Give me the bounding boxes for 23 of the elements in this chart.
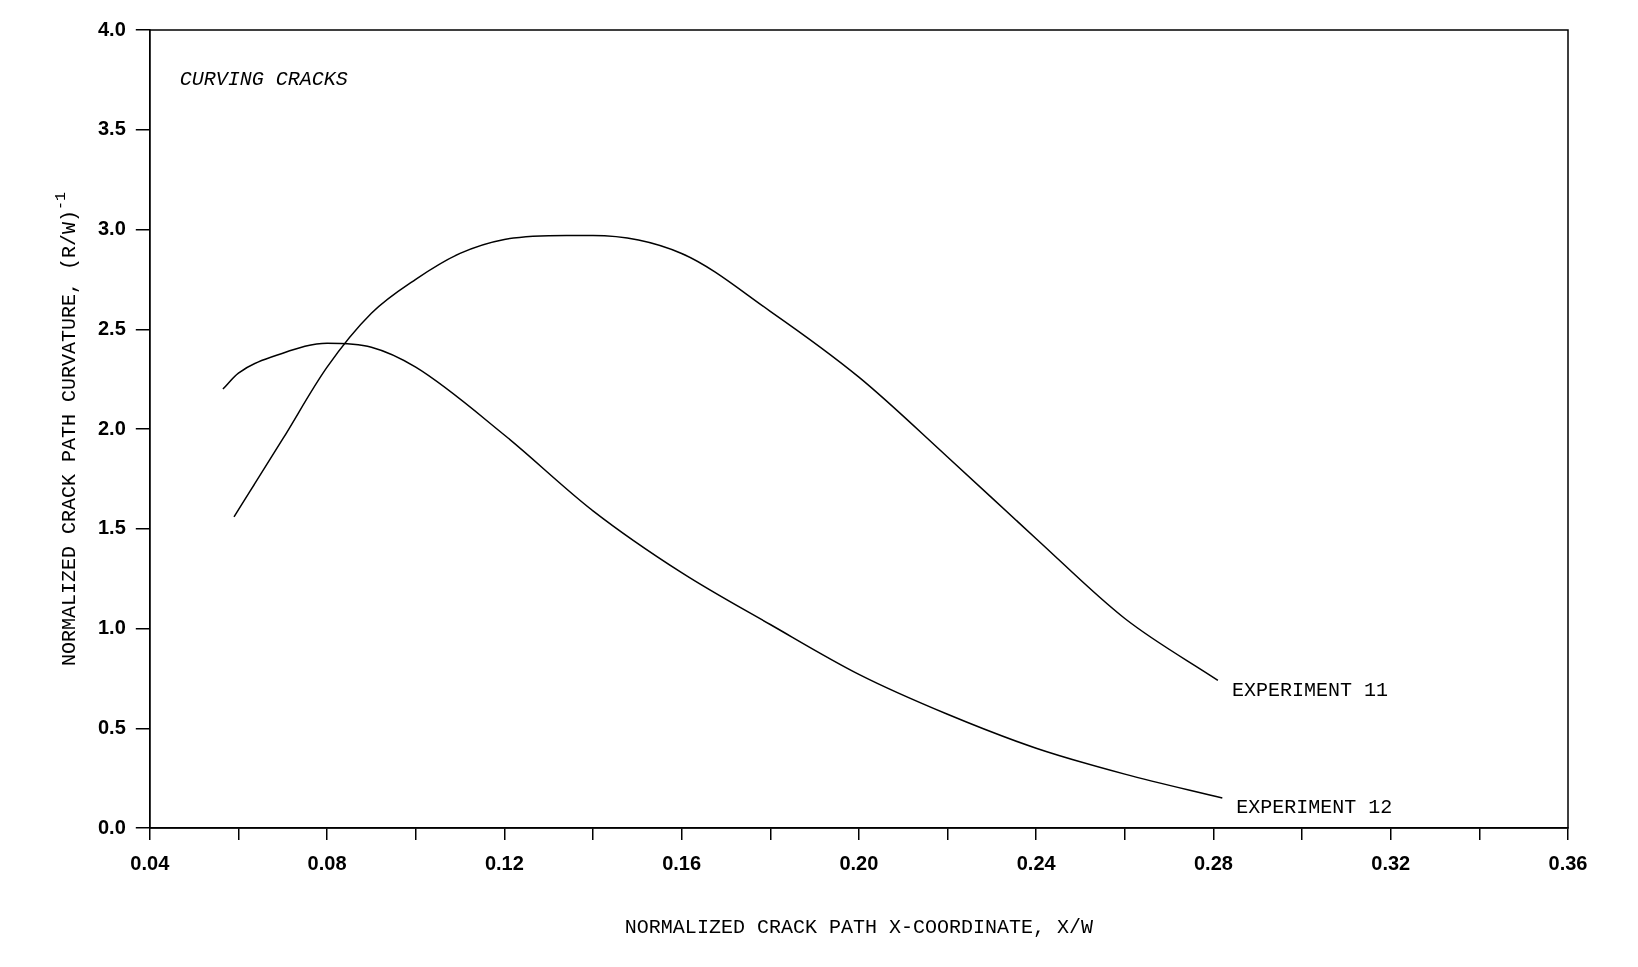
series-label: EXPERIMENT 12 — [1236, 796, 1393, 820]
y-tick-label: 2.0 — [97, 416, 126, 439]
y-tick-label: 3.5 — [97, 117, 126, 140]
y-tick-label: 3.0 — [97, 217, 126, 240]
x-tick-label: 0.36 — [1548, 851, 1588, 874]
y-tick-label: 1.5 — [97, 516, 126, 539]
x-tick-label: 0.12 — [484, 851, 524, 874]
x-tick-label: 0.32 — [1371, 851, 1411, 874]
y-tick-label: 0.5 — [97, 715, 126, 738]
y-tick-label: 0.0 — [97, 815, 126, 838]
x-tick-label: 0.20 — [839, 851, 879, 874]
y-tick-label: 4.0 — [97, 17, 126, 40]
series-label: EXPERIMENT 11 — [1231, 678, 1388, 702]
x-tick-label: 0.16 — [662, 851, 702, 874]
x-tick-label: 0.08 — [307, 851, 347, 874]
x-tick-label: 0.04 — [130, 851, 171, 874]
y-axis-title: NORMALIZED CRACK PATH CURVATURE, (R/W)-1 — [52, 191, 82, 667]
y-tick-label: 1.0 — [97, 616, 126, 639]
y-tick-label: 2.5 — [97, 316, 126, 339]
x-tick-label: 0.24 — [1016, 851, 1057, 874]
annotation: CURVING CRACKS — [179, 68, 348, 92]
x-tick-label: 0.28 — [1193, 851, 1233, 874]
x-axis-title: NORMALIZED CRACK PATH X-COORDINATE, X/W — [624, 916, 1093, 940]
